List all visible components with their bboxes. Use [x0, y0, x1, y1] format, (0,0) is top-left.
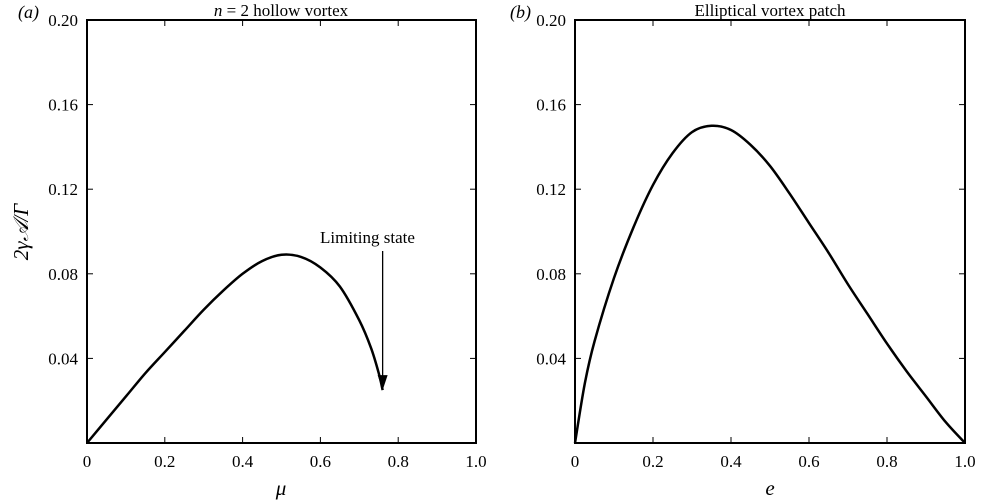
panel-a-y-ticks: 0.04 0.08 0.12 0.16 0.20: [48, 11, 476, 368]
panel-b-series-line: [573, 124, 966, 444]
y-tick-label: 0.16: [536, 96, 566, 115]
y-tick-label: 0.12: [536, 180, 566, 199]
y-tick-label: 0.16: [48, 96, 78, 115]
panel-a-y-axis-label: 2γ𝒜/Γ: [9, 203, 33, 260]
panel-b-y-ticks: 0.04 0.08 0.12 0.16 0.20: [536, 11, 965, 368]
panel-a-plot-frame: [86, 19, 477, 444]
panel-b-title: Elliptical vortex patch: [694, 1, 846, 20]
x-tick-label: 1.0: [954, 452, 975, 471]
panel-a: (a) n = 2 hollow vortex 0 0.2 0.4 0.6 0.8 1.0…: [9, 1, 487, 500]
x-tick-label: 0: [571, 452, 580, 471]
annotation-label: Limiting state: [320, 228, 415, 247]
y-tick-label: 0.20: [536, 11, 566, 30]
x-tick-label: 0.8: [876, 452, 897, 471]
x-tick-label: 0.6: [310, 452, 331, 471]
panel-b: (b) Elliptical vortex patch 0 0.2 0.4 0.6 0.…: [510, 1, 976, 500]
x-tick-label: 0.6: [798, 452, 819, 471]
y-tick-label: 0.12: [48, 180, 78, 199]
y-tick-label: 0.04: [48, 349, 78, 368]
x-tick-label: 0.2: [642, 452, 663, 471]
x-tick-label: 0.8: [388, 452, 409, 471]
y-tick-label: 0.08: [536, 265, 566, 284]
panel-a-x-ticks: 0 0.2 0.4 0.6 0.8 1.0: [83, 20, 487, 471]
panel-b-plot-frame: [574, 19, 966, 444]
panel-a-title: n = 2 hollow vortex: [214, 1, 349, 20]
panel-a-x-axis-label: μ: [275, 476, 287, 500]
annotation-arrowhead: [377, 375, 388, 391]
y-tick-label: 0.20: [48, 11, 78, 30]
panel-b-label: (b): [510, 2, 531, 23]
y-tick-label: 0.08: [48, 265, 78, 284]
panel-b-x-ticks: 0 0.2 0.4 0.6 0.8 1.0: [571, 20, 976, 471]
y-tick-label: 0.04: [536, 349, 566, 368]
panel-b-x-axis-label: e: [765, 476, 774, 500]
panel-a-series-line: [86, 253, 384, 444]
x-tick-label: 0: [83, 452, 92, 471]
panel-a-title-rest: = 2 hollow vortex: [222, 1, 348, 20]
x-tick-label: 0.2: [154, 452, 175, 471]
x-tick-label: 0.4: [720, 452, 742, 471]
panel-a-label: (a): [18, 2, 39, 23]
x-tick-label: 0.4: [232, 452, 254, 471]
panel-a-title-var: n: [214, 1, 223, 20]
x-tick-label: 1.0: [465, 452, 486, 471]
